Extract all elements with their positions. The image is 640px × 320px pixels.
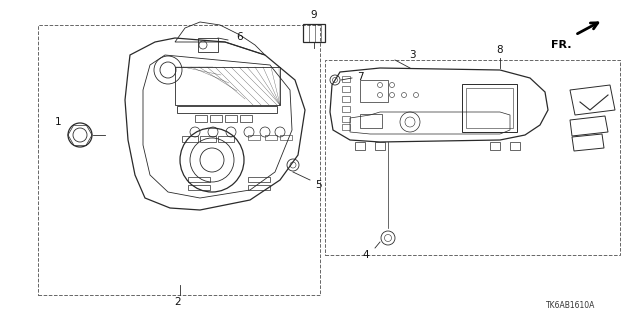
Text: 5: 5 <box>315 180 321 190</box>
Bar <box>38 25 320 295</box>
Text: 3: 3 <box>409 50 415 60</box>
Bar <box>360 114 382 128</box>
Text: FR.: FR. <box>552 40 572 50</box>
Bar <box>342 124 350 130</box>
Bar <box>342 96 350 102</box>
Text: 6: 6 <box>237 32 243 42</box>
Bar <box>225 115 237 122</box>
Text: TK6AB1610A: TK6AB1610A <box>546 301 595 310</box>
Bar <box>198 38 218 52</box>
Bar <box>248 135 260 140</box>
Text: 9: 9 <box>310 10 317 20</box>
Text: 8: 8 <box>497 45 503 55</box>
Bar <box>175 67 280 105</box>
Text: 1: 1 <box>54 117 61 127</box>
Bar <box>510 142 520 150</box>
Bar <box>240 115 252 122</box>
Bar <box>218 136 234 142</box>
Bar <box>375 142 385 150</box>
Bar <box>200 136 216 142</box>
Text: 2: 2 <box>175 297 181 307</box>
Bar <box>280 135 292 140</box>
Bar <box>360 80 388 102</box>
Bar <box>248 185 270 190</box>
Bar <box>188 177 210 182</box>
Bar <box>466 88 513 128</box>
Bar <box>342 76 350 82</box>
Bar <box>210 115 222 122</box>
Bar <box>177 106 277 113</box>
Bar <box>265 135 277 140</box>
Bar <box>355 142 365 150</box>
Bar <box>462 84 517 132</box>
Bar <box>325 60 620 255</box>
Text: 4: 4 <box>363 250 369 260</box>
Bar <box>490 142 500 150</box>
Bar <box>303 24 325 42</box>
Bar <box>342 116 350 122</box>
Bar <box>342 86 350 92</box>
Text: 7: 7 <box>356 72 364 82</box>
Bar <box>195 115 207 122</box>
Bar <box>182 136 198 142</box>
Bar <box>188 185 210 190</box>
Bar <box>342 106 350 112</box>
Bar <box>248 177 270 182</box>
